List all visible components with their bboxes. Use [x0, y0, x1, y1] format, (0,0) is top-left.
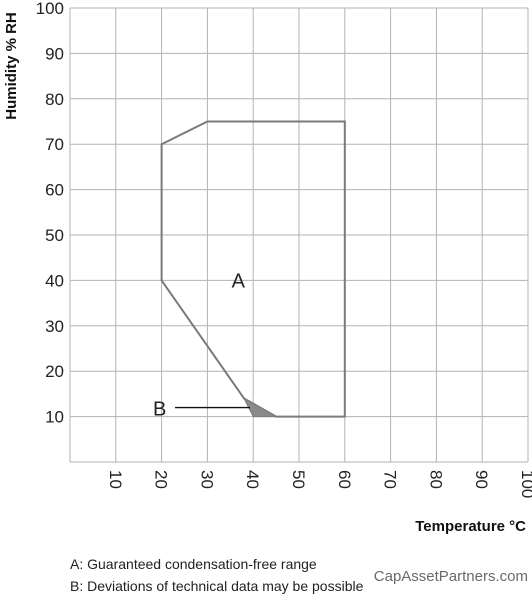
- region-a-outline: [160, 120, 346, 418]
- legend-note-a: A: Guaranteed condensation-free range: [70, 556, 317, 572]
- y-tick-label: 40: [45, 271, 64, 290]
- y-tick-label: 70: [45, 135, 64, 154]
- x-tick-label: 30: [197, 470, 216, 489]
- regions: AB: [153, 120, 346, 421]
- x-tick-label: 20: [152, 470, 171, 489]
- y-tick-label: 60: [45, 181, 64, 200]
- region-b-label: B: [153, 399, 166, 421]
- legend-note-b: B: Deviations of technical data may be p…: [70, 578, 364, 594]
- x-tick-label: 100: [518, 470, 532, 498]
- y-axis-title: Humidity % RH: [3, 12, 20, 120]
- watermark: CapAssetPartners.com: [374, 568, 528, 585]
- x-tick-label: 80: [426, 470, 445, 489]
- y-tick-label: 90: [45, 44, 64, 63]
- x-tick-labels: 10 20 30 40 50 60 70 80 90 100: [106, 470, 532, 498]
- y-tick-label: 20: [45, 362, 64, 381]
- y-tick-label: 80: [45, 90, 64, 109]
- x-axis-title: Temperature °C: [415, 518, 526, 535]
- x-tick-label: 40: [243, 470, 262, 489]
- y-tick-label: 100: [36, 0, 64, 18]
- x-tick-label: 50: [289, 470, 308, 489]
- x-tick-label: 10: [106, 470, 125, 489]
- y-tick-label: 50: [45, 226, 64, 245]
- y-tick-labels: 100 90 80 70 60 50 40 30 20 10: [36, 0, 64, 427]
- region-a-label: A: [232, 270, 246, 292]
- x-tick-label: 90: [472, 470, 491, 489]
- x-tick-label: 70: [381, 470, 400, 489]
- y-tick-label: 10: [45, 408, 64, 427]
- x-tick-label: 60: [335, 470, 354, 489]
- y-tick-label: 30: [45, 317, 64, 336]
